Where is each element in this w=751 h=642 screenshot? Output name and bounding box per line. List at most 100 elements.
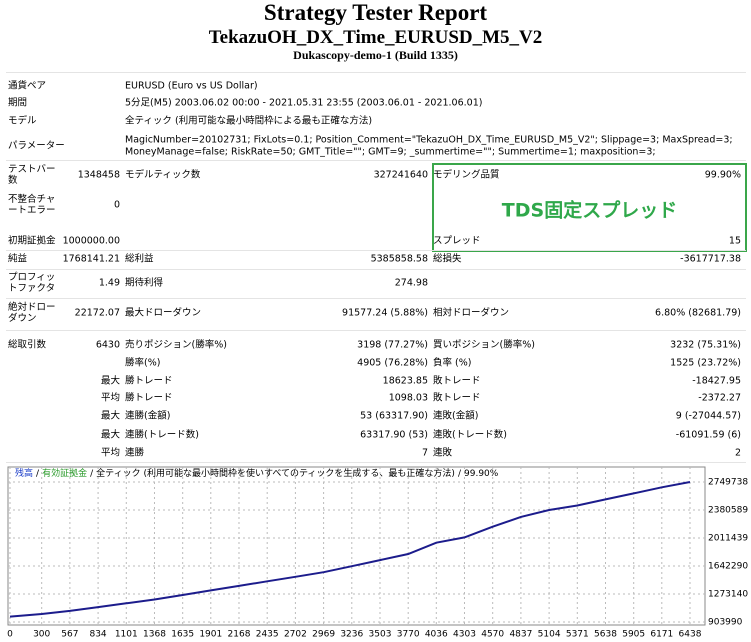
stat-label: プロフィットファクタ: [8, 272, 56, 294]
stat-value: 平均: [100, 392, 120, 404]
stat-label: 期待利得: [125, 277, 164, 289]
stat-value: 91577.24 (5.88%): [342, 307, 428, 319]
stat-value: 1525 (23.72%): [670, 357, 741, 369]
x-tick-label: 3770: [397, 630, 420, 640]
stat-label: 連敗: [433, 447, 453, 459]
stat-label: 初期証拠金: [8, 235, 56, 247]
x-tick-label: 1368: [143, 630, 166, 640]
x-tick-label: 5638: [594, 630, 617, 640]
x-tick-label: 1101: [115, 630, 138, 640]
x-tick-label: 6438: [679, 630, 702, 640]
stat-value: 1000000.00: [62, 235, 120, 247]
info-value: 全ティック (利用可能な最小時間枠による最も正確な方法): [125, 115, 373, 127]
y-tick-label: 1273140: [708, 590, 748, 600]
y-tick-label: 2011439: [708, 534, 748, 544]
stat-label: 敗トレード: [433, 375, 481, 387]
balance-line: [9, 481, 691, 618]
stat-value: -61091.59 (6): [675, 429, 741, 441]
stat-label: スプレッド: [433, 235, 481, 247]
info-label: 期間: [8, 97, 28, 109]
info-value: MoneyManage=false; RiskRate=50; GMT_Titl…: [125, 146, 656, 158]
stat-value: 3232 (75.31%): [670, 339, 741, 351]
divider: [6, 462, 746, 463]
legend-item: 残高: [15, 467, 33, 479]
legend: 残高 / 有効証拠金 / 全ティック (利用可能な最小時間枠を使いすべてのティックを生成…: [15, 467, 499, 479]
divider: [6, 298, 746, 299]
stat-value: 5385858.58: [370, 253, 428, 265]
divider: [6, 250, 746, 251]
stat-value: 4905 (76.28%): [357, 357, 428, 369]
stat-label: モデリング品質: [433, 169, 500, 181]
server: Dukascopy-demo-1 (Build 1335): [293, 48, 458, 62]
x-tick-label: 6171: [650, 630, 673, 640]
legend-item: 全ティック (利用可能な最小時間枠を使いすべてのティックを生成する、最も正確な方…: [96, 467, 455, 479]
stat-label: 連敗(金額): [433, 410, 479, 422]
x-tick-label: 2435: [256, 630, 279, 640]
stat-value: 7: [421, 447, 428, 459]
stat-value: 6.80% (82681.79): [655, 307, 741, 319]
x-tick-label: 3236: [340, 630, 363, 640]
stat-label: 買いポジション(勝率%): [433, 339, 535, 351]
x-tick-label: 567: [61, 630, 78, 640]
stat-value: 最大: [100, 410, 120, 422]
y-tick-label: 2380589: [708, 505, 748, 515]
stat-label: 最大ドローダウン: [125, 307, 202, 319]
stat-value: 274.98: [394, 277, 428, 289]
info-value: EURUSD (Euro vs US Dollar): [125, 80, 258, 92]
stat-label: 相対ドローダウン: [433, 307, 510, 319]
report-title: Strategy Tester Report: [263, 0, 488, 25]
divider: [6, 330, 746, 331]
stat-value: 9 (-27044.57): [675, 410, 741, 422]
info-label: モデル: [8, 115, 37, 127]
stat-value: 3198 (77.27%): [357, 339, 428, 351]
stat-label: 勝率(%): [125, 357, 161, 369]
divider: [6, 72, 746, 73]
x-tick-label: 5104: [538, 630, 561, 640]
info-value: 5分足(M5) 2003.06.02 00:00 - 2021.05.31 23…: [125, 97, 483, 109]
x-tick-label: 1901: [199, 630, 222, 640]
stat-value: 1.49: [98, 277, 120, 289]
x-tick-label: 4570: [481, 630, 504, 640]
stat-value: 1348458: [77, 169, 120, 181]
stat-value: 1768141.21: [62, 253, 120, 265]
stat-label: テストバー数: [8, 164, 56, 186]
balance-chart: 903990 1273140 1642290 2011439 2380589 274973…: [7, 466, 748, 640]
legend-item: /: [90, 469, 94, 479]
stat-value: 0: [113, 199, 120, 211]
x-tick-label: 4303: [453, 630, 476, 640]
stat-value: -3617717.38: [680, 253, 741, 265]
x-tick-label: 3503: [369, 630, 392, 640]
stat-value: 15: [728, 235, 741, 247]
stat-value: 53 (63317.90): [360, 410, 428, 422]
x-tick-label: 1635: [171, 630, 194, 640]
stat-label: 連勝: [125, 447, 145, 459]
stat-value: 63317.90 (53): [360, 429, 428, 441]
legend-item: /: [36, 469, 40, 479]
divider: [6, 269, 746, 270]
x-tick-label: 2969: [312, 630, 335, 640]
stat-label: モデルティック数: [125, 169, 201, 181]
report-subtitle: TekazuOH_DX_Time_EURUSD_M5_V2: [208, 27, 543, 48]
stat-label: 売りポジション(勝率%): [125, 339, 227, 351]
stat-value: 2: [734, 447, 741, 459]
x-tick-label: 2702: [284, 630, 307, 640]
stat-value: -18427.95: [692, 375, 741, 387]
legend-item: 有効証拠金: [42, 467, 87, 479]
x-tick-label: 5371: [566, 630, 589, 640]
stat-label: 連敗(トレード数): [433, 429, 507, 441]
info-label: パラメーター: [8, 140, 65, 152]
x-tick-label: 834: [89, 630, 106, 640]
stat-label: 絶対ドローダウン: [8, 302, 56, 324]
x-tick-label: 300: [33, 630, 50, 640]
stat-value: 平均: [100, 447, 120, 459]
highlight-box: [432, 163, 747, 252]
info-value: MagicNumber=20102731; FixLots=0.1; Posit…: [125, 134, 733, 146]
stat-label: 勝トレード: [125, 375, 173, 387]
stat-value: 最大: [100, 429, 120, 441]
stat-value: 99.90%: [704, 169, 741, 181]
stat-label: 総利益: [125, 253, 154, 265]
stat-label: 勝トレード: [125, 392, 173, 404]
info-label: 通貨ペア: [8, 80, 47, 92]
stat-label: 純益: [8, 253, 28, 265]
